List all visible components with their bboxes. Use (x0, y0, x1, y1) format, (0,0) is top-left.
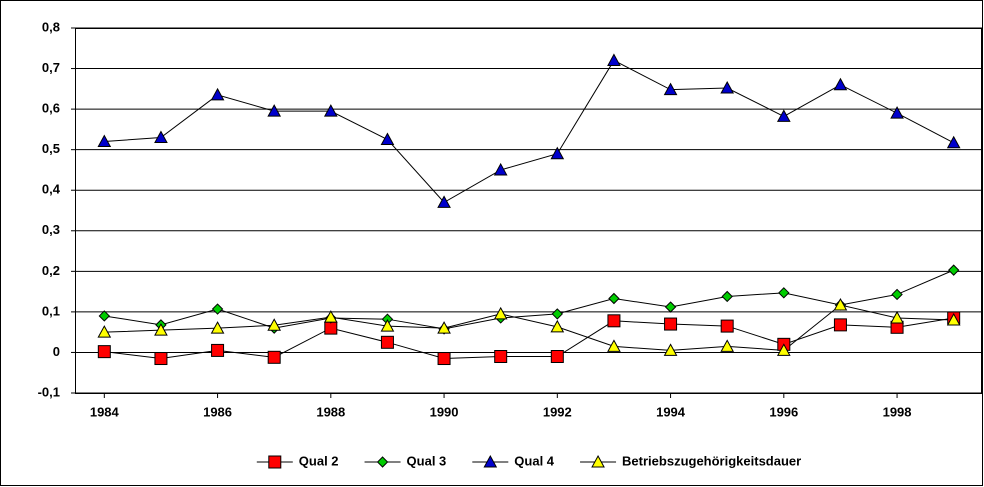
marker (664, 317, 678, 331)
marker (947, 264, 960, 276)
marker (778, 287, 790, 299)
legend-label: Qual 2 (299, 453, 339, 468)
marker (720, 339, 735, 352)
marker (323, 104, 338, 117)
marker (607, 314, 621, 328)
marker (267, 350, 281, 364)
marker (776, 343, 791, 356)
marker (380, 335, 394, 349)
marker (721, 290, 733, 303)
marker (493, 306, 508, 320)
marker (608, 292, 620, 305)
marker (946, 135, 961, 149)
marker (776, 109, 791, 122)
marker (720, 319, 734, 333)
x-tick-label: 1992 (543, 404, 572, 419)
marker (211, 343, 225, 357)
y-tick-label: 0,2 (42, 263, 60, 278)
series-line (104, 269, 954, 330)
marker (607, 339, 621, 352)
marker (324, 321, 338, 335)
y-tick-label: 0,4 (42, 182, 61, 197)
marker (380, 132, 395, 146)
x-tick-label: 1990 (430, 404, 459, 419)
marker (97, 134, 112, 148)
y-tick-label: -0,1 (38, 384, 60, 399)
marker (437, 321, 451, 334)
marker (437, 195, 451, 208)
marker (833, 318, 847, 332)
marker (550, 146, 565, 160)
marker (380, 319, 395, 332)
marker (154, 323, 168, 336)
legend-label: Betriebszugehörigkeitsdauer (622, 453, 801, 468)
y-tick-label: 0,7 (42, 60, 60, 75)
series-line (104, 59, 954, 204)
marker (946, 312, 961, 326)
legend: Qual 2 Qual 3 Qual 4 Betriebszugehörigkeits… (256, 453, 801, 469)
x-tick-label: 1986 (203, 404, 232, 419)
marker (591, 454, 605, 468)
marker (210, 321, 225, 334)
series-line (104, 304, 954, 351)
marker (891, 288, 903, 301)
marker (437, 352, 451, 366)
marker (833, 297, 848, 311)
marker (268, 455, 282, 469)
legend-label: Qual 3 (407, 453, 447, 468)
marker (376, 456, 389, 468)
marker (551, 308, 564, 320)
marker (494, 350, 508, 363)
marker (483, 454, 498, 468)
x-tick-label: 1998 (883, 404, 912, 419)
y-tick-label: 0,6 (42, 101, 60, 116)
y-tick-label: 0,3 (42, 222, 60, 237)
marker (211, 303, 224, 315)
marker (607, 53, 621, 66)
plot-area (75, 28, 982, 394)
y-tick-label: 0 (53, 344, 60, 359)
y-tick-label: 0,1 (42, 303, 60, 318)
marker (663, 343, 678, 356)
marker (97, 325, 112, 338)
marker (833, 77, 848, 91)
marker (154, 130, 168, 143)
marker (550, 319, 565, 333)
marker (720, 80, 735, 94)
x-tick-label: 1988 (316, 404, 345, 419)
y-tick-label: 0,5 (42, 141, 60, 156)
marker (890, 310, 904, 324)
marker (98, 310, 111, 322)
x-tick-label: 1994 (656, 404, 686, 419)
marker (267, 318, 282, 331)
marker (493, 162, 508, 176)
marker (664, 301, 677, 313)
marker (550, 350, 564, 363)
marker (323, 310, 338, 323)
marker (97, 345, 111, 359)
marker (267, 104, 282, 117)
marker (210, 87, 225, 101)
series-line (104, 317, 954, 360)
marker (154, 352, 168, 366)
x-tick-label: 1984 (90, 404, 120, 419)
y-tick-label: 0,8 (42, 19, 60, 34)
marker (663, 82, 678, 96)
x-tick-label: 1996 (769, 404, 798, 419)
marker (890, 106, 904, 119)
legend-label: Qual 4 (514, 453, 555, 468)
